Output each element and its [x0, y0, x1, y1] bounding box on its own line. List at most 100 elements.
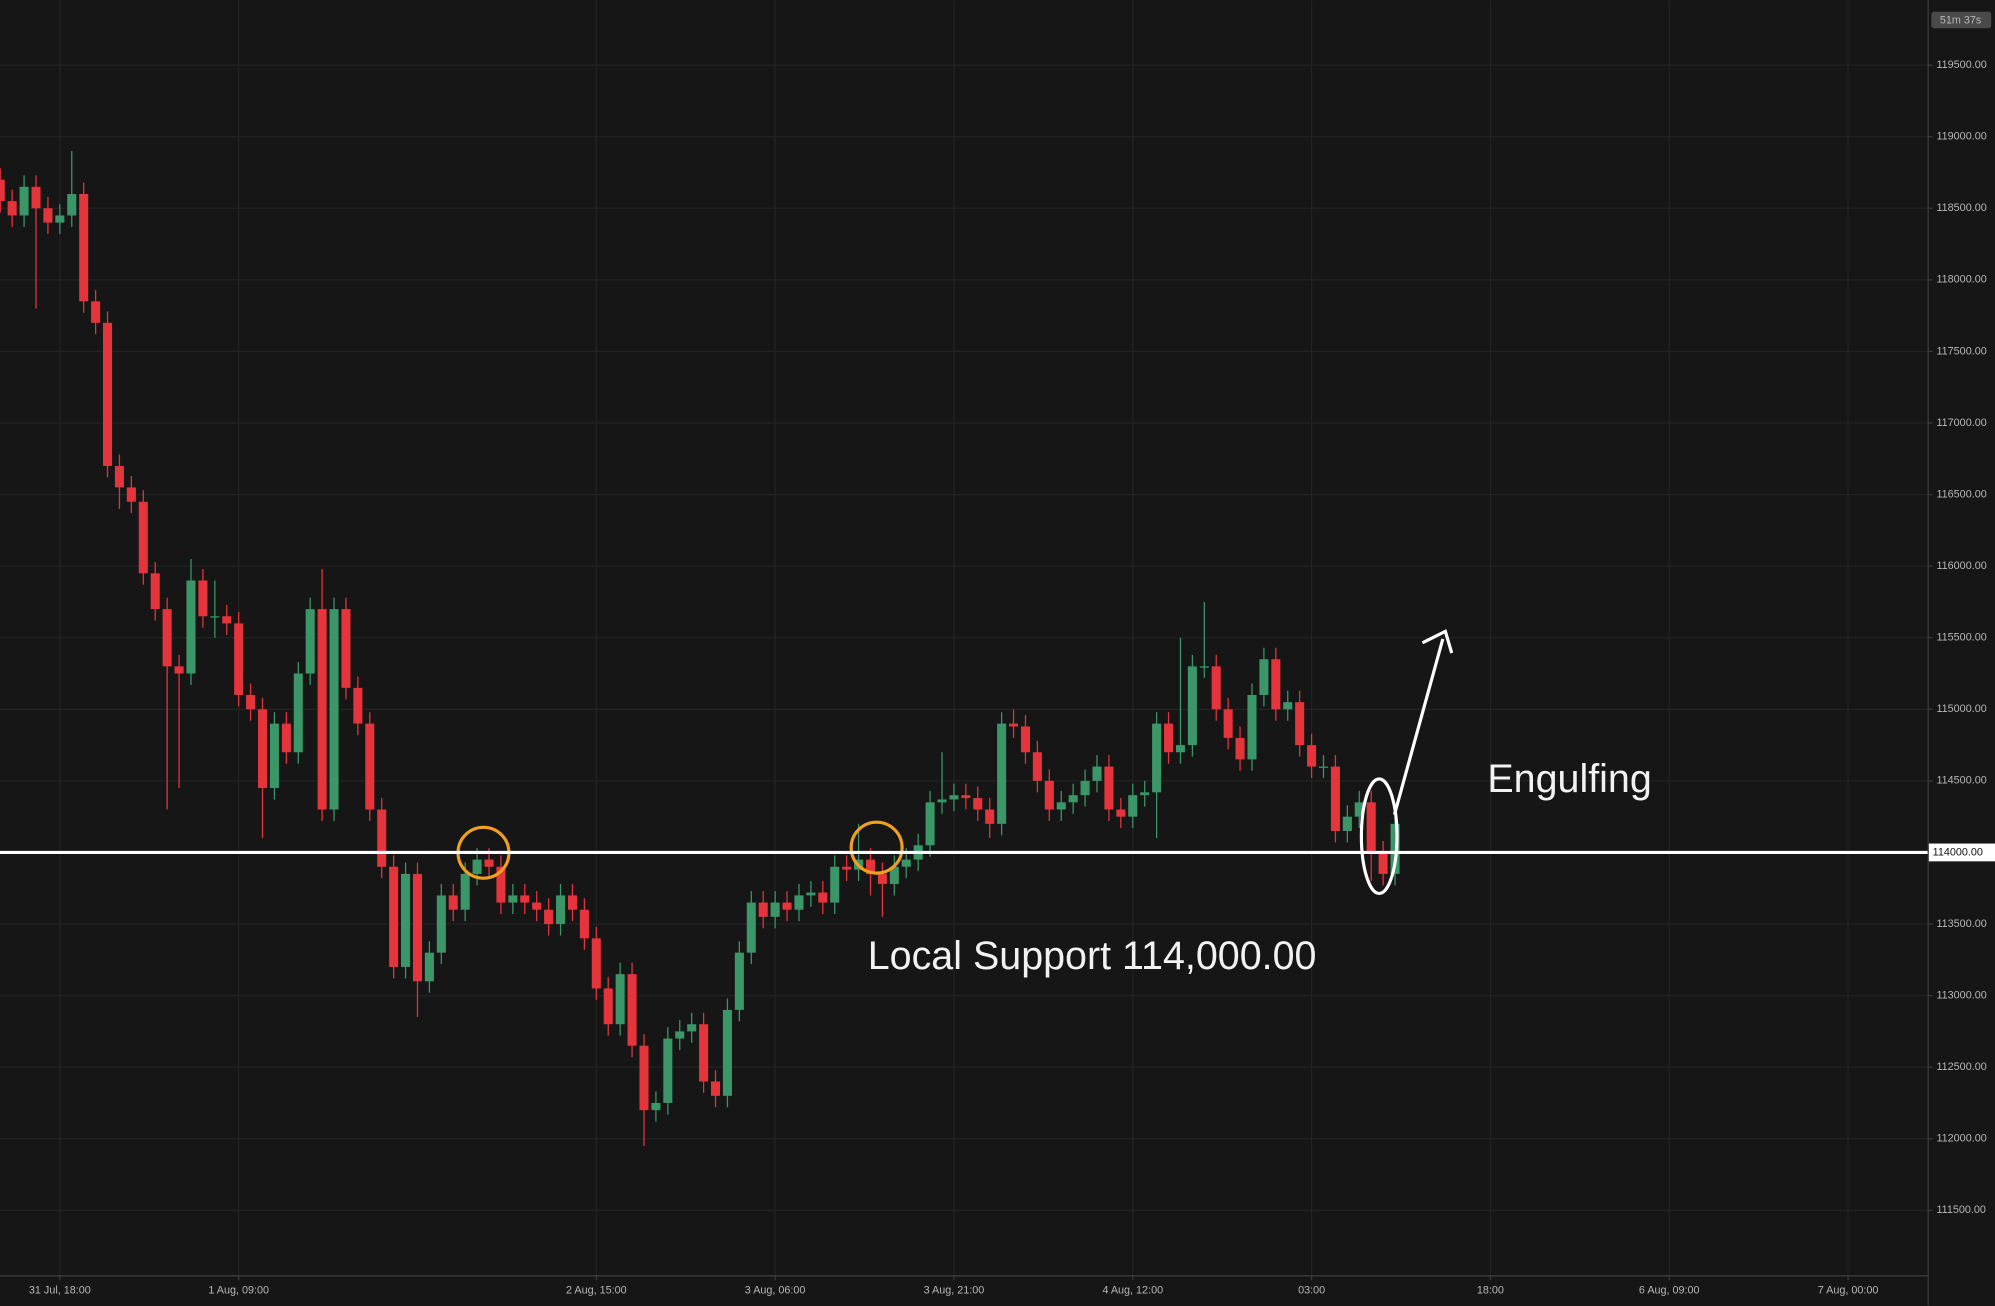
candle-body	[615, 974, 625, 1025]
candle-body	[293, 673, 303, 753]
candle-body	[246, 694, 256, 710]
y-tick-label: 118000.00	[1936, 274, 1986, 286]
arrow-shaft	[1392, 638, 1445, 816]
y-tick-label: 118500.00	[1936, 202, 1986, 214]
candle-body	[1009, 723, 1019, 727]
candle-body	[222, 616, 232, 624]
y-tick-label: 112500.00	[1936, 1061, 1986, 1073]
x-tick-label: 7 Aug, 00:00	[1818, 1284, 1879, 1296]
candle-body	[794, 895, 804, 910]
candle-body	[1116, 809, 1126, 817]
y-tick-label: 119500.00	[1936, 59, 1986, 71]
candle-body	[424, 952, 434, 982]
candle-body	[520, 895, 530, 903]
x-tick-label: 6 Aug, 09:00	[1639, 1284, 1700, 1296]
candle-body	[0, 179, 5, 202]
candle-body	[126, 487, 136, 502]
candle-body	[329, 609, 339, 810]
x-tick-label: 1 Aug, 09:00	[208, 1284, 269, 1296]
candle-body	[1020, 726, 1031, 753]
candle-body	[544, 909, 554, 925]
candles	[0, 151, 1400, 1146]
candle-body	[556, 895, 566, 925]
candle-body	[401, 873, 411, 967]
y-tick-label: 116500.00	[1936, 488, 1986, 500]
candle-body	[675, 1031, 685, 1039]
candle-body	[1152, 723, 1162, 793]
x-tick-label: 4 Aug, 12:00	[1102, 1284, 1163, 1296]
candle-body	[1080, 780, 1090, 796]
candle-body	[281, 723, 291, 753]
candle-body	[842, 866, 852, 870]
candle-body	[651, 1102, 661, 1111]
candle-body	[639, 1045, 649, 1111]
candle-body	[436, 895, 446, 953]
y-tick-label: 113500.00	[1936, 918, 1986, 930]
candle-body	[687, 1024, 697, 1032]
y-tick-label: 117500.00	[1936, 345, 1986, 357]
candle-body	[1032, 752, 1042, 781]
candle-body	[7, 201, 17, 216]
candle-body	[877, 873, 887, 884]
candle-body	[114, 465, 124, 488]
countdown-tag	[1931, 11, 1992, 29]
candle-body	[663, 1038, 673, 1103]
candle-body	[1378, 852, 1388, 874]
candle-body	[579, 909, 589, 939]
candle-body	[710, 1081, 721, 1096]
support-annotation: Local Support 114,000.00	[868, 934, 1317, 978]
candle-body	[1366, 802, 1376, 853]
x-tick-label: 03:00	[1298, 1284, 1325, 1296]
candle-body	[699, 1024, 709, 1082]
candle-body	[174, 666, 184, 674]
candle-body	[591, 938, 601, 989]
candle-body	[448, 895, 458, 910]
candle-body	[1342, 816, 1352, 831]
y-tick-label: 115000.00	[1936, 703, 1986, 715]
candle-body	[1164, 723, 1174, 753]
candle-body	[341, 609, 351, 688]
y-tick-label: 119000.00	[1936, 131, 1986, 143]
candle-body	[317, 609, 327, 810]
candle-body	[782, 902, 792, 910]
candle-body	[567, 895, 577, 910]
candle-body	[43, 208, 53, 223]
candle-body	[1199, 666, 1209, 668]
candle-body	[722, 1009, 732, 1096]
candle-body	[412, 873, 423, 982]
candle-body	[865, 859, 876, 874]
candle-body	[1235, 737, 1245, 760]
candle-body	[1295, 702, 1305, 746]
candle-body	[1247, 694, 1257, 760]
candle-body	[353, 687, 363, 724]
arrow-head	[1421, 629, 1454, 654]
candle-body	[1354, 802, 1364, 817]
candle-body	[1092, 766, 1102, 781]
y-tick-label: 116000.00	[1936, 560, 1986, 572]
candle-body	[484, 859, 494, 867]
candle-body	[1307, 745, 1317, 767]
candle-body	[949, 795, 959, 800]
candle-body	[31, 186, 41, 209]
candle-body	[472, 859, 482, 874]
candle-body	[1104, 766, 1114, 810]
x-tick-label: 31 Jul, 18:00	[29, 1284, 91, 1296]
candle-body	[198, 580, 208, 617]
candle-body	[91, 301, 101, 323]
candle-body	[55, 215, 65, 223]
candle-body	[1318, 766, 1329, 768]
y-tick-label: 115500.00	[1936, 632, 1986, 644]
countdown-text: 51m 37s	[1940, 15, 1982, 27]
candle-body	[1128, 795, 1138, 817]
candle-body	[377, 809, 387, 867]
candle-body	[19, 186, 29, 216]
candle-body	[925, 802, 935, 846]
candle-body	[389, 866, 399, 967]
candle-body	[1175, 745, 1185, 753]
x-tick-label: 3 Aug, 06:00	[745, 1284, 806, 1296]
x-tick-label: 18:00	[1477, 1284, 1504, 1296]
candle-body	[603, 988, 613, 1025]
candle-body	[985, 809, 995, 824]
